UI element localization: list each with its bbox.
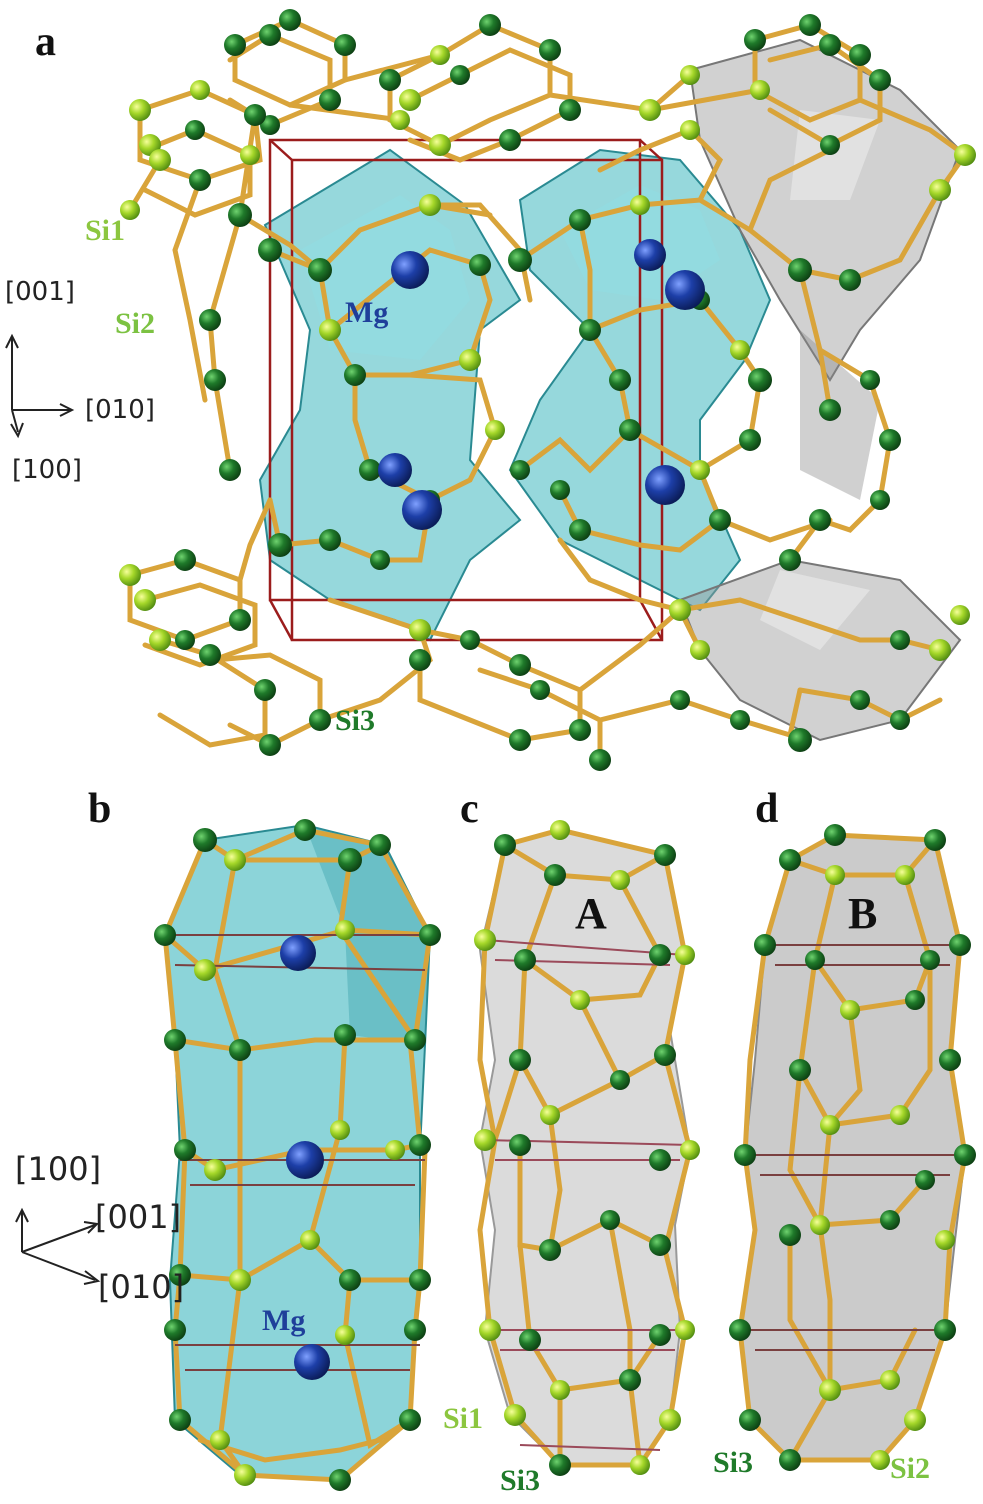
panel-a: a Si1 Si2 Si3 Mg [001] [010] [100] (5, 9, 976, 771)
cage-label-b: B (848, 889, 877, 938)
axis-label-001-b: [001] (95, 1198, 181, 1236)
atoms-light-b (194, 849, 405, 1486)
atoms-light-d (810, 865, 955, 1470)
atoms-light-a (119, 45, 976, 661)
atoms-dark-a (174, 9, 910, 771)
axis-label-001-a: [001] (5, 277, 75, 307)
cage-label-a: A (575, 889, 607, 938)
axis-label-100-b: [100] (15, 1150, 101, 1188)
atoms-light-c (474, 820, 700, 1475)
axis-label-010-a: [010] (85, 395, 155, 425)
label-mg-b: Mg (262, 1304, 305, 1337)
axes-a (5, 333, 75, 439)
panel-b-letter: b (88, 786, 111, 832)
mg-atoms-b (280, 935, 330, 1380)
label-si2-a: Si2 (115, 307, 155, 340)
label-si2-d: Si2 (890, 1452, 930, 1485)
panel-a-letter: a (35, 19, 56, 65)
label-si3-c: Si3 (500, 1464, 540, 1497)
axes-b (15, 1207, 101, 1285)
panel-b: b Mg [100] [001] [010] (15, 786, 441, 1491)
label-mg-a: Mg (345, 296, 388, 329)
panel-d-letter: d (755, 786, 778, 832)
label-si3-a: Si3 (335, 704, 375, 737)
axis-label-100-a: [100] (12, 455, 82, 485)
cyan-cage-left (258, 148, 522, 642)
axis-label-010-b: [010] (98, 1268, 184, 1306)
panel-c-letter: c (460, 786, 479, 832)
panel-c: c A Si1 Si3 (443, 786, 700, 1497)
label-si3-d: Si3 (713, 1446, 753, 1479)
label-si1-c: Si1 (443, 1402, 483, 1435)
atoms-dark-b (154, 819, 441, 1491)
atoms-dark-d (729, 824, 976, 1471)
panel-d: d B Si3 Si2 (713, 786, 976, 1485)
mg-atoms-a (378, 239, 705, 530)
ring-lines-d (740, 944, 965, 1351)
atoms-dark-c (494, 834, 676, 1476)
label-si1-a: Si1 (85, 214, 125, 247)
